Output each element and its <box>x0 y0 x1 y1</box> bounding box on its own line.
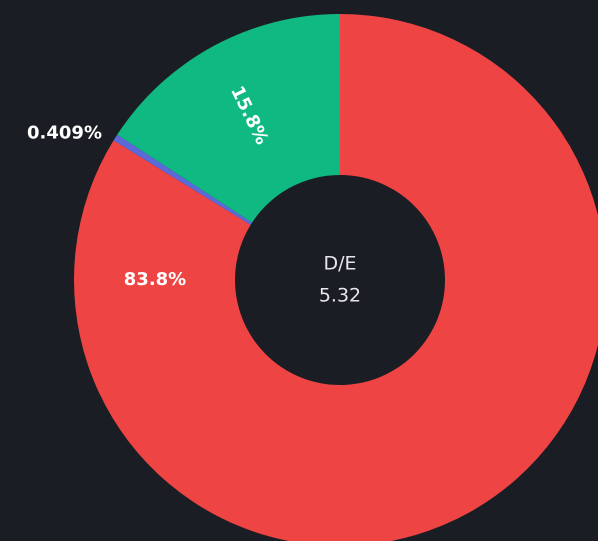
slice <box>117 14 340 223</box>
slice <box>113 134 253 225</box>
center-label: D/E <box>323 253 356 275</box>
data-label: 83.8% <box>124 269 186 290</box>
data-label: 0.409% <box>27 123 102 144</box>
slice <box>74 14 598 541</box>
center-value: 5.32 <box>319 285 361 307</box>
